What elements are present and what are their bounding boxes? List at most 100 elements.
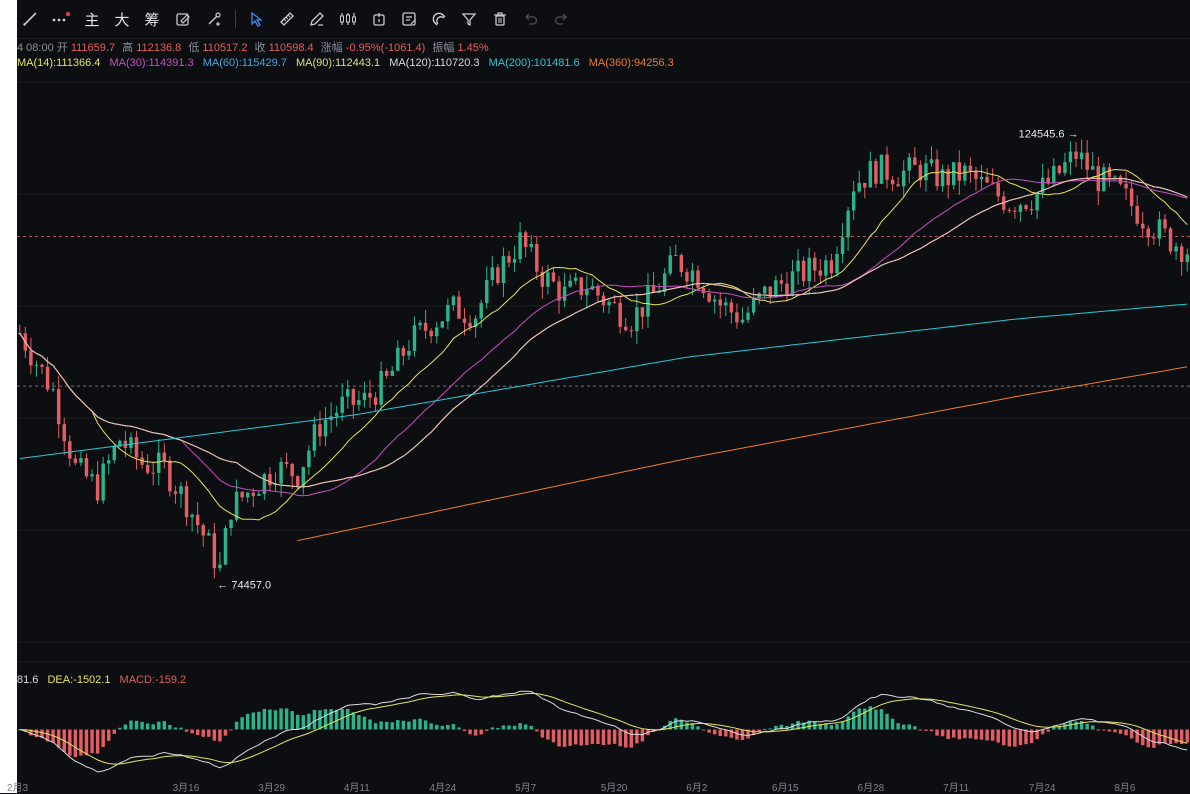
candle-body xyxy=(34,364,39,366)
candle-body xyxy=(1185,254,1189,262)
candle-body xyxy=(824,260,828,276)
candle-body xyxy=(62,424,66,442)
macd-histogram-bar xyxy=(1068,721,1073,730)
magnet-icon[interactable] xyxy=(424,5,454,33)
macd-histogram-bar xyxy=(846,716,850,730)
macd-histogram-bar xyxy=(918,729,923,731)
candle-body xyxy=(262,474,267,494)
candle-body xyxy=(40,364,44,367)
more-icon[interactable] xyxy=(43,5,77,33)
candle-body xyxy=(251,492,255,496)
candle-body xyxy=(1063,162,1067,174)
alarm-icon[interactable] xyxy=(364,5,394,33)
filter-icon[interactable] xyxy=(454,5,484,33)
candle-body xyxy=(485,280,489,304)
macd-histogram-bar xyxy=(179,727,183,730)
macd-legend: 81.6 DEA:-1502.1 MACD:-159.2 xyxy=(17,674,186,686)
macd-histogram-bar xyxy=(318,710,322,730)
candle-body xyxy=(134,437,139,458)
candle-body xyxy=(818,270,823,276)
x-axis-tick-label: 6月2 xyxy=(686,783,708,794)
macd-histogram-bar xyxy=(1035,729,1039,740)
macd-histogram-bar xyxy=(485,729,489,731)
redo-icon[interactable] xyxy=(546,5,576,33)
candle-body xyxy=(257,493,261,496)
macd-histogram-bar xyxy=(123,724,128,730)
macd-value-legend: MACD:-159.2 xyxy=(119,674,187,686)
candle-body xyxy=(434,327,439,337)
macd-histogram-bar xyxy=(1146,729,1151,748)
macd-histogram-bar xyxy=(245,713,250,730)
candle-body xyxy=(201,525,205,536)
main-indicator-button[interactable]: 主 xyxy=(84,11,100,29)
pen-icon[interactable] xyxy=(302,5,332,33)
note-icon[interactable] xyxy=(394,5,424,33)
candle-body xyxy=(885,154,889,180)
macd-histogram-bar xyxy=(796,720,800,730)
candle-body xyxy=(746,312,750,320)
macd-histogram-bar xyxy=(118,727,122,730)
macd-histogram-bar xyxy=(384,721,389,730)
candle-body xyxy=(184,486,189,518)
candle-body xyxy=(190,514,194,518)
candle-body xyxy=(974,171,978,180)
ma120-legend: MA(120):110720.3 xyxy=(389,57,480,69)
undo-icon[interactable] xyxy=(516,5,546,33)
candle-body xyxy=(540,271,545,287)
open-value: 111659.7 xyxy=(70,42,116,54)
select-icon[interactable] xyxy=(242,5,272,33)
trash-icon[interactable] xyxy=(484,5,516,33)
indicator-edit-icon[interactable] xyxy=(167,5,199,33)
ruler-icon[interactable] xyxy=(272,5,302,33)
draw-tool-icon[interactable] xyxy=(199,5,229,33)
candle-settings-icon[interactable] xyxy=(332,5,364,33)
macd-histogram-bar xyxy=(746,729,750,739)
macd-histogram-bar xyxy=(807,720,811,730)
large-order-button[interactable]: 大 xyxy=(114,11,130,29)
macd-histogram-bar xyxy=(379,721,383,730)
candle-body xyxy=(796,260,800,272)
x-axis-tick-label: 5月20 xyxy=(600,783,628,794)
candle-body xyxy=(207,533,211,536)
candle-body xyxy=(1168,228,1173,252)
trend-line-icon[interactable] xyxy=(17,5,43,33)
candle-body xyxy=(1152,237,1156,239)
candle-body xyxy=(835,253,839,274)
macd-histogram-bar xyxy=(785,725,789,730)
macd-histogram-bar xyxy=(418,718,422,730)
macd-histogram-bar xyxy=(1174,729,1178,744)
candle-body xyxy=(234,491,239,520)
ma-line-60 xyxy=(19,177,1188,488)
macd-histogram-bar xyxy=(707,729,711,733)
ma14-legend: MA(14):111366.4 xyxy=(17,57,101,69)
info-date: 4 08:00 xyxy=(17,42,54,54)
candle-body xyxy=(451,296,456,306)
macd-histogram-bar xyxy=(674,718,678,730)
ma-line-200 xyxy=(19,303,1188,460)
macd-histogram-bar xyxy=(585,729,589,746)
candle-body xyxy=(874,161,878,184)
candle-body xyxy=(56,389,61,425)
macd-histogram-bar xyxy=(774,725,778,730)
candle-body xyxy=(373,397,378,405)
macd-histogram-bar xyxy=(1007,729,1012,747)
candle-body xyxy=(45,366,50,390)
macd-histogram-bar xyxy=(1107,729,1112,732)
macd-histogram-bar xyxy=(840,721,845,730)
high-label: 高 xyxy=(122,42,134,54)
candle-body xyxy=(151,472,155,474)
ma200-legend: MA(200):101481.6 xyxy=(488,57,580,69)
macd-histogram-bar xyxy=(362,716,367,730)
candle-body xyxy=(346,389,350,397)
macd-histogram-bar xyxy=(1179,729,1184,745)
x-axis-tick-label: 6月28 xyxy=(857,783,885,794)
candle-body xyxy=(1118,176,1123,184)
candle-body xyxy=(890,179,895,185)
candle-body xyxy=(318,424,322,437)
candle-body xyxy=(507,256,511,263)
candlestick-chart[interactable]: 124545.6 → ← 74457.0 xyxy=(17,72,1190,778)
macd-histogram-bar xyxy=(218,729,222,742)
candle-body xyxy=(535,243,539,272)
chips-button[interactable]: 筹 xyxy=(144,11,160,29)
macd-histogram-bar xyxy=(234,721,239,730)
